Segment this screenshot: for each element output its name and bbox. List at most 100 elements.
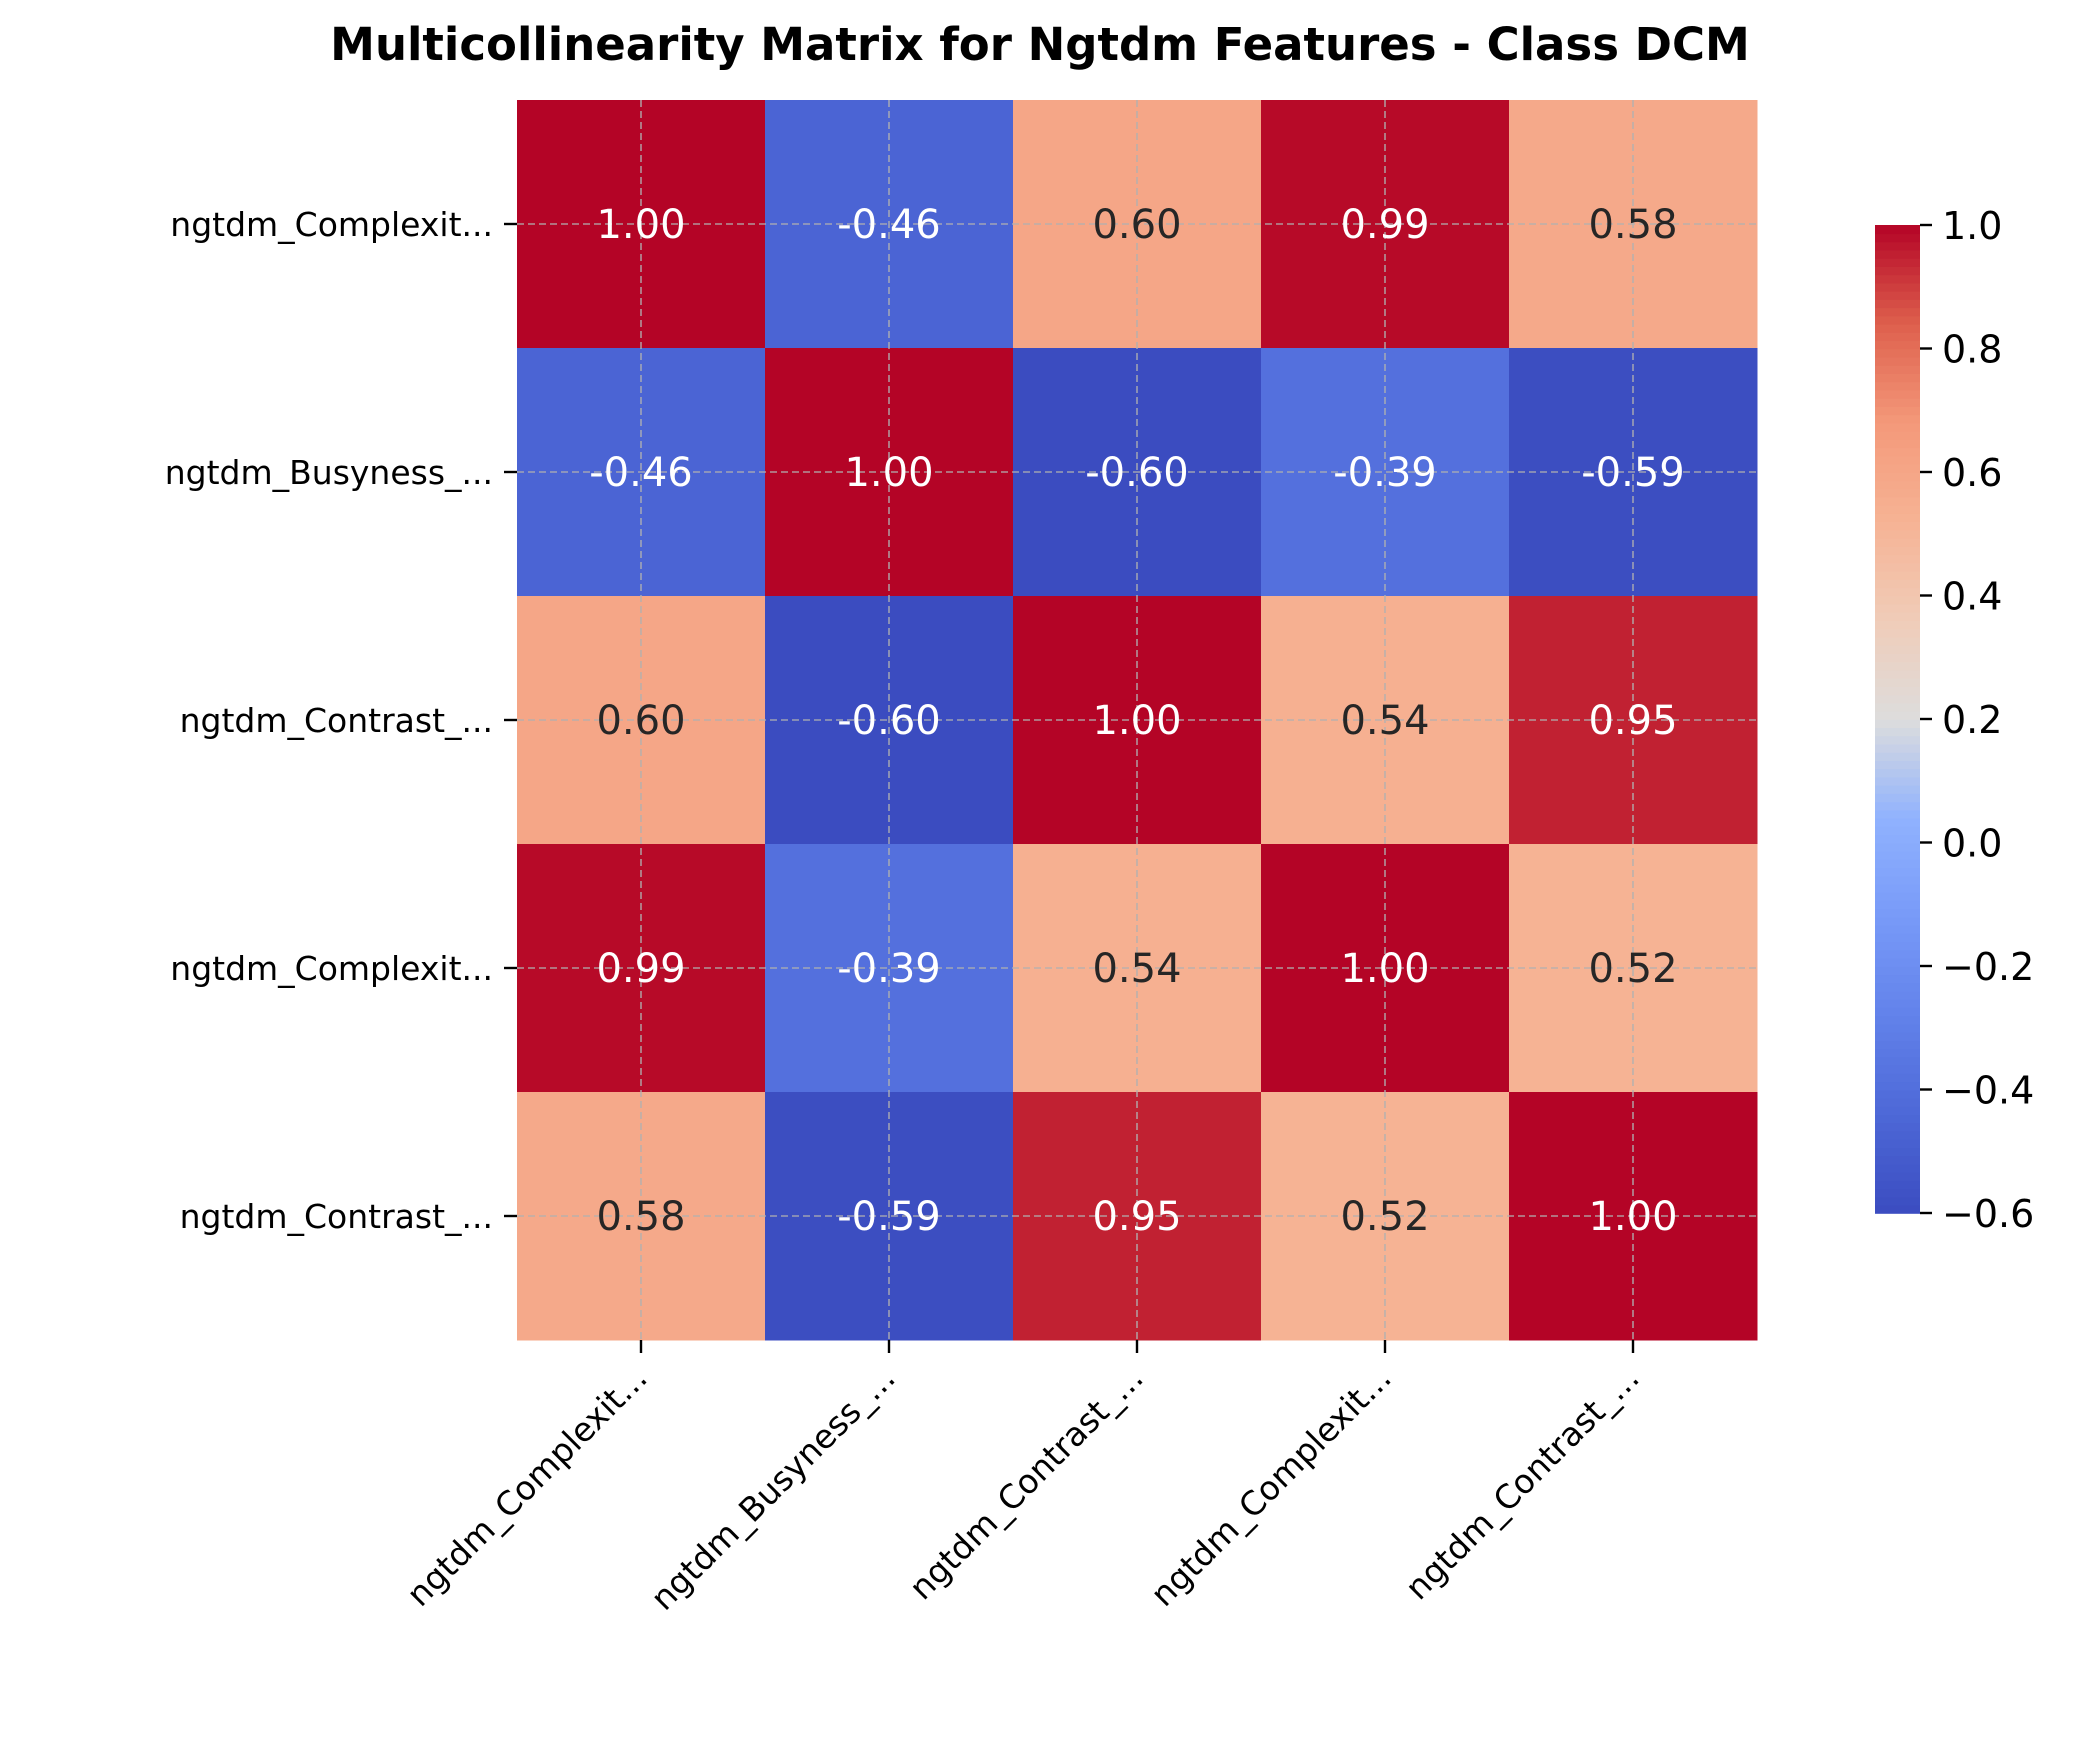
colorbar-segment <box>1875 924 1920 934</box>
colorbar-segment <box>1875 546 1920 556</box>
colorbar-segment <box>1875 966 1920 976</box>
colorbar-segment <box>1875 611 1920 621</box>
cell-annotation: 1.00 <box>1092 698 1181 744</box>
cell-annotation: 0.99 <box>596 946 685 992</box>
colorbar-segment <box>1875 1073 1920 1083</box>
colorbar: 1.0 0.8 0.6 0.4 0.2 0.0 −0.2 −0.4 −0.6 <box>1875 204 2034 1236</box>
cell-annotation: 0.95 <box>1092 1194 1181 1240</box>
colorbar-segment <box>1875 809 1920 819</box>
colorbar-segment <box>1875 266 1920 276</box>
y-tick-label: ngtdm_Contrast_... <box>180 1197 493 1236</box>
colorbar-segment <box>1875 883 1920 893</box>
colorbar-segment <box>1875 1155 1920 1165</box>
colorbar-segment <box>1875 1114 1920 1124</box>
colorbar-segment <box>1875 1196 1920 1206</box>
colorbar-segment <box>1875 233 1920 243</box>
colorbar-segment <box>1875 850 1920 860</box>
colorbar-segment <box>1875 340 1920 350</box>
colorbar-segment <box>1875 290 1920 300</box>
colorbar-segment <box>1875 430 1920 440</box>
cell-annotation: 0.52 <box>1588 946 1677 992</box>
colorbar-tick-label: −0.6 <box>1942 1192 2034 1236</box>
x-axis: ngtdm_Complexit...ngtdm_Busyness_...ngtd… <box>399 1340 1647 1618</box>
colorbar-segment <box>1875 529 1920 539</box>
colorbar-segment <box>1875 1147 1920 1157</box>
colorbar-segment <box>1875 768 1920 778</box>
colorbar-tick-label: −0.2 <box>1942 945 2034 989</box>
cell-annotation: 0.58 <box>1588 202 1677 248</box>
cell-annotation: 0.60 <box>1092 202 1181 248</box>
colorbar-segment <box>1875 1081 1920 1091</box>
colorbar-segment <box>1875 982 1920 992</box>
colorbar-segment <box>1875 1180 1920 1190</box>
colorbar-segment <box>1875 669 1920 679</box>
colorbar-segment <box>1875 801 1920 811</box>
cell-annotation: 0.60 <box>596 698 685 744</box>
y-tick-label: ngtdm_Complexit... <box>170 205 493 244</box>
colorbar-segment <box>1875 661 1920 671</box>
colorbar-segment <box>1875 1097 1920 1107</box>
colorbar-segment <box>1875 282 1920 292</box>
cell-annotation: -0.60 <box>1085 450 1189 496</box>
cell-annotation: -0.59 <box>1581 450 1685 496</box>
cell-annotation: 1.00 <box>596 202 685 248</box>
colorbar-segment <box>1875 949 1920 959</box>
colorbar-segment <box>1875 1163 1920 1173</box>
colorbar-segment <box>1875 686 1920 696</box>
colorbar-segment <box>1875 381 1920 391</box>
colorbar-segment <box>1875 570 1920 580</box>
colorbar-segment <box>1875 842 1920 852</box>
colorbar-segment <box>1875 348 1920 358</box>
x-tick-label: ngtdm_Complexit... <box>399 1358 655 1614</box>
colorbar-segment <box>1875 480 1920 490</box>
colorbar-segment <box>1875 241 1920 251</box>
y-tick-label: ngtdm_Busyness_... <box>165 453 493 492</box>
colorbar-segment <box>1875 315 1920 325</box>
colorbar-segment <box>1875 513 1920 523</box>
colorbar-segment <box>1875 595 1920 605</box>
colorbar-segment <box>1875 900 1920 910</box>
colorbar-segment <box>1875 974 1920 984</box>
colorbar-segment <box>1875 225 1920 235</box>
colorbar-segment <box>1875 249 1920 259</box>
colorbar-segment <box>1875 504 1920 514</box>
cell-annotation: 0.54 <box>1340 698 1429 744</box>
colorbar-segment <box>1875 373 1920 383</box>
colorbar-segment <box>1875 332 1920 342</box>
colorbar-segment <box>1875 998 1920 1008</box>
colorbar-tick-label: 0.0 <box>1942 822 2002 866</box>
colorbar-segment <box>1875 751 1920 761</box>
colorbar-segment <box>1875 784 1920 794</box>
colorbar-segment <box>1875 719 1920 729</box>
colorbar-segment <box>1875 735 1920 745</box>
colorbar-segment <box>1875 990 1920 1000</box>
cell-annotation: 0.95 <box>1588 698 1677 744</box>
colorbar-segment <box>1875 496 1920 506</box>
colorbar-segment <box>1875 587 1920 597</box>
colorbar-segment <box>1875 364 1920 374</box>
colorbar-segment <box>1875 817 1920 827</box>
cell-annotation: -0.60 <box>837 698 941 744</box>
colorbar-segment <box>1875 710 1920 720</box>
colorbar-segment <box>1875 521 1920 531</box>
colorbar-segment <box>1875 834 1920 844</box>
colorbar-segment <box>1875 603 1920 613</box>
colorbar-segment <box>1875 793 1920 803</box>
colorbar-segment <box>1875 257 1920 267</box>
colorbar-segment <box>1875 1122 1920 1132</box>
colorbar-segment <box>1875 1064 1920 1074</box>
colorbar-segment <box>1875 636 1920 646</box>
colorbar-segment <box>1875 875 1920 885</box>
colorbar-segment <box>1875 727 1920 737</box>
x-tick-label: ngtdm_Complexit... <box>1143 1358 1399 1614</box>
colorbar-tick-label: 0.6 <box>1942 451 2002 495</box>
colorbar-segment <box>1875 274 1920 284</box>
y-tick-label: ngtdm_Contrast_... <box>180 701 493 740</box>
colorbar-segment <box>1875 554 1920 564</box>
cell-annotation: 1.00 <box>844 450 933 496</box>
colorbar-segment <box>1875 455 1920 465</box>
cell-annotation: -0.39 <box>837 946 941 992</box>
colorbar-segment <box>1875 1023 1920 1033</box>
colorbar-segment <box>1875 743 1920 753</box>
